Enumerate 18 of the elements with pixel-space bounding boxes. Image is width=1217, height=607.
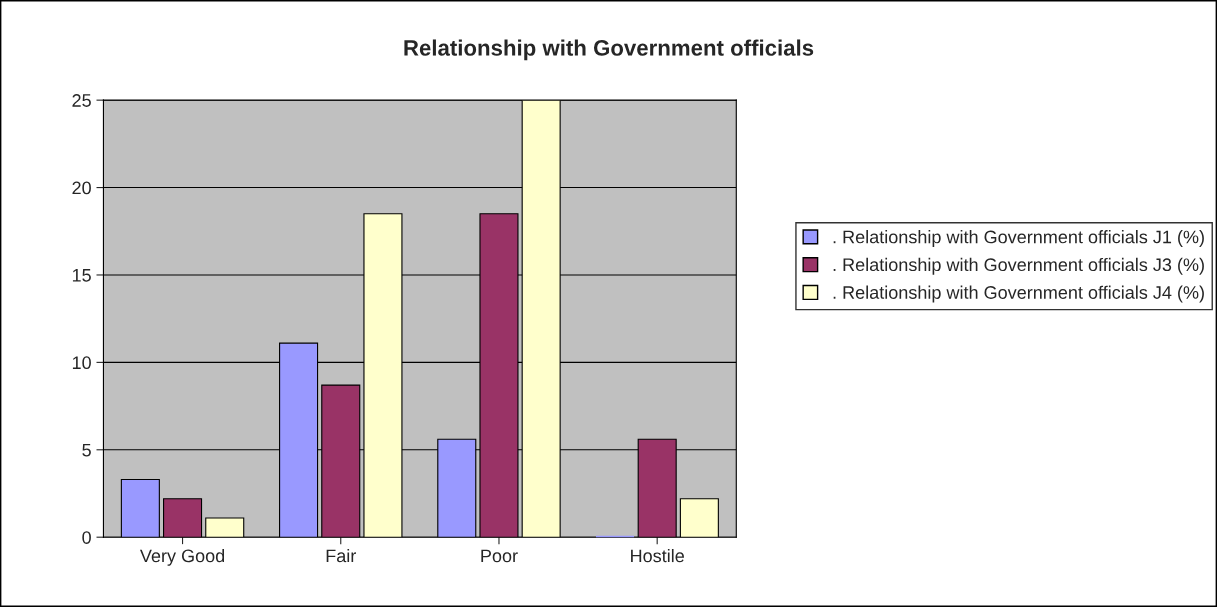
x-tick-label: Hostile	[631, 549, 684, 563]
bar	[205, 517, 245, 538]
x-tick-label: Very Good	[139, 549, 225, 566]
y-tick-label: 20	[72, 181, 91, 195]
y-tick-label: 15	[72, 269, 91, 282]
y-tick-label: 5	[82, 443, 91, 457]
x-tick-label: Poor	[481, 549, 518, 563]
bar	[120, 478, 160, 538]
y-tick-label: 0	[82, 531, 91, 544]
x-tick-label: Fair	[326, 549, 357, 563]
legend-label: . Relationship with Government officials J1 (%)	[833, 230, 1204, 247]
y-tick-label: 25	[72, 94, 91, 107]
chart-title: Relationship with Government officials	[404, 39, 814, 61]
legend-label: . Relationship with Government officials J3 (%)	[833, 257, 1204, 275]
legend-label: . Relationship with Government officials J4 (%)	[833, 285, 1204, 303]
y-tick-label: 10	[72, 356, 91, 370]
bar	[679, 498, 719, 538]
bar	[163, 498, 203, 538]
